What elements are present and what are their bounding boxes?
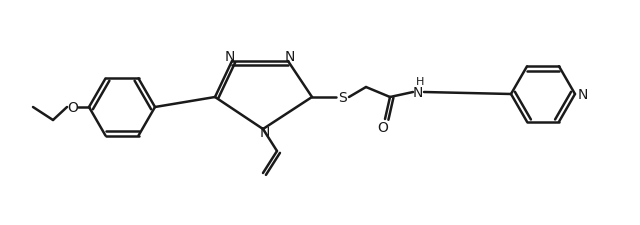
Text: N: N — [285, 50, 295, 64]
Text: O: O — [68, 101, 79, 115]
Text: N: N — [260, 126, 270, 139]
Text: N: N — [225, 50, 235, 64]
Text: N: N — [413, 86, 423, 99]
Text: O: O — [378, 120, 388, 134]
Text: N: N — [578, 88, 588, 101]
Text: H: H — [416, 77, 424, 87]
Text: S: S — [338, 91, 346, 105]
